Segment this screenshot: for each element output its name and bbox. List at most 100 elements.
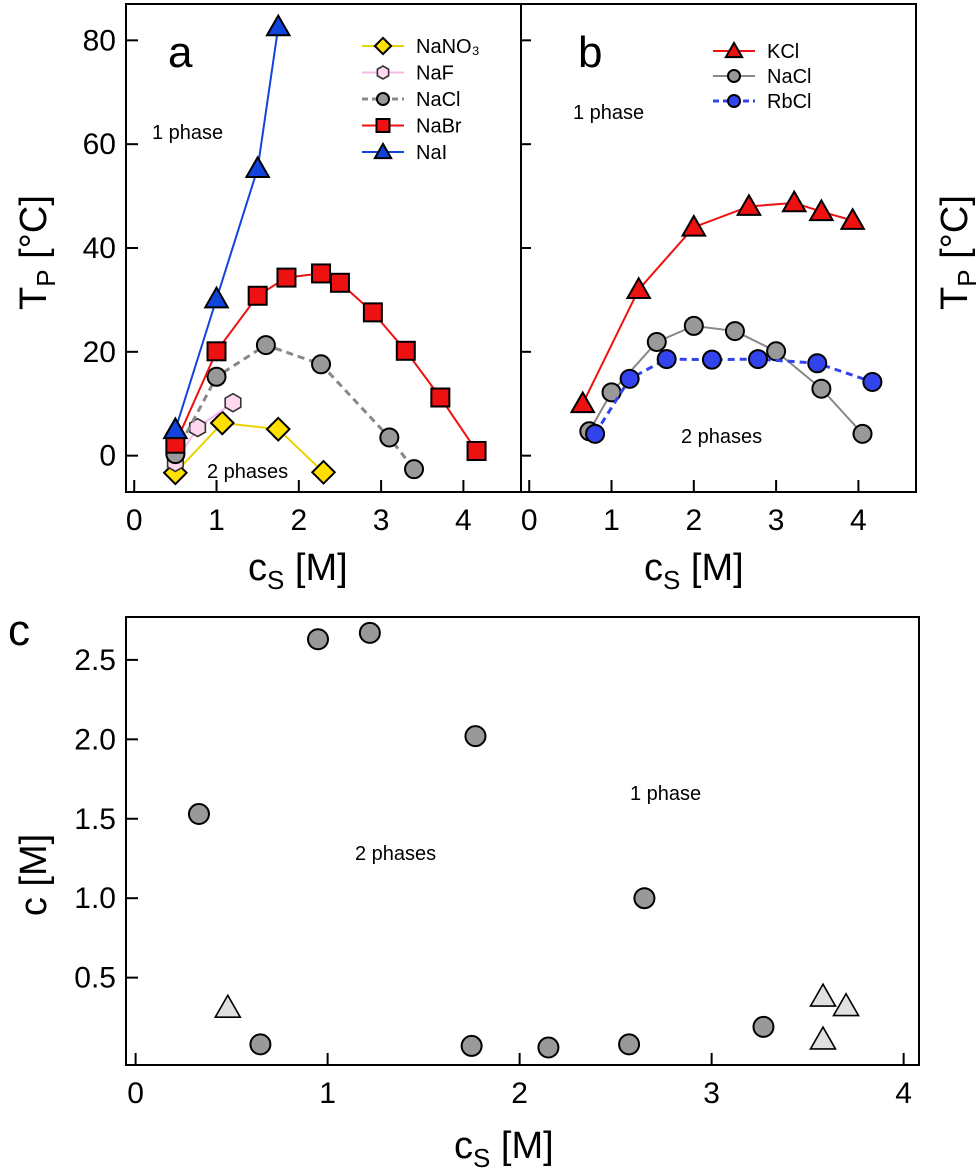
- cs-main: c: [454, 1125, 473, 1167]
- panel-a-legend: NaNO₃ NaF NaCl NaBr NaI: [362, 36, 480, 164]
- a-nabr-point: [311, 263, 332, 284]
- panel-a-series: [162, 13, 487, 486]
- b-nacl-point: [724, 321, 745, 342]
- panel-b-x-axis-title: cS [M]: [644, 547, 744, 595]
- a-nacl-line: [174, 343, 416, 471]
- a-y-tick-label: 40: [83, 232, 116, 265]
- a-y-tick-label: 20: [83, 336, 116, 369]
- b-nacl-point: [811, 378, 832, 399]
- a-nabr-point: [362, 302, 383, 323]
- b-series-rbcl: [585, 349, 883, 444]
- c-series-1-point: [358, 621, 381, 644]
- cs-sub: S: [663, 565, 680, 595]
- panel-a-two-phases-label: 2 phases: [207, 461, 288, 483]
- panel-c-series: [187, 621, 860, 1059]
- a-x-tick-label: 0: [126, 504, 143, 537]
- a-nacl-point: [206, 366, 227, 387]
- b-kcl-point: [680, 213, 707, 237]
- panel-c-ticks: 0 1 2 3 4 0.5 1.0 1.5 2.0 2.5: [74, 644, 912, 1110]
- b-series-nacl: [579, 315, 873, 444]
- b-legend-kcl-label: KCl: [767, 41, 799, 63]
- c-series-series-1: [187, 621, 775, 1059]
- b-x-tick-label: 0: [521, 504, 538, 537]
- a-legend-nacl-marker: [376, 92, 390, 106]
- a-nacl-point: [379, 427, 400, 448]
- a-nai-line: [174, 26, 280, 431]
- tp-unit: [°C]: [13, 195, 55, 269]
- a-legend-naf-marker: [376, 65, 390, 80]
- panel-a-y-axis-title: TP [°C]: [13, 195, 61, 310]
- c-y-tick-label: 1.5: [74, 803, 116, 836]
- c-series-1-point: [618, 1033, 641, 1056]
- b-x-tick-label: 3: [768, 504, 785, 537]
- b-nacl-point: [852, 423, 873, 444]
- c-y-tick-label: 2.5: [74, 644, 116, 677]
- c-series-2-point: [213, 993, 242, 1018]
- panel-b-ticks: 0 1 2 3 4: [521, 39, 867, 537]
- a-legend-naf-label: NaF: [416, 63, 454, 85]
- panel-a-x-axis-title: cS [M]: [248, 547, 348, 595]
- cs-unit: [M]: [680, 547, 743, 589]
- b-kcl-point: [569, 390, 596, 414]
- tp-sub: P: [31, 269, 61, 286]
- a-y-tick-label: 60: [83, 128, 116, 161]
- tp-main: T: [934, 287, 976, 310]
- a-legend-nano-marker: [373, 36, 393, 56]
- a-nano-point: [310, 459, 337, 485]
- a-legend-nai-marker: [373, 141, 393, 160]
- a-nano-line: [174, 421, 325, 474]
- cs-main: c: [644, 547, 663, 589]
- b-kcl-point: [808, 198, 835, 222]
- panel-c-two-phases-label: 2 phases: [355, 843, 436, 865]
- c-series-1-point: [752, 1015, 775, 1038]
- panel-b: 0 1 2 3 4 KCl NaCl RbCl b 1 phase 2 phases cS …: [521, 28, 980, 595]
- panel-c-letter: c: [8, 606, 30, 655]
- c-x-tick-label: 3: [703, 1077, 720, 1110]
- cs-unit: [M]: [284, 547, 347, 589]
- c-series-1-point: [249, 1033, 272, 1056]
- a-nabr-point: [329, 272, 350, 293]
- a-nacl-point: [255, 335, 276, 356]
- b-series-kcl: [569, 189, 866, 414]
- c-series-2-point: [809, 1025, 837, 1050]
- c-series-1-point: [464, 725, 487, 748]
- a-nabr-point: [466, 440, 487, 461]
- b-nacl-point: [766, 341, 787, 362]
- tp-main: T: [13, 287, 55, 310]
- panel-b-letter: b: [578, 28, 602, 77]
- panel-a-frame: [125, 3, 522, 493]
- c-series-2-point: [832, 992, 860, 1017]
- b-rbcl-point: [656, 349, 677, 370]
- a-nabr-point: [276, 267, 297, 288]
- a-legend-nabr-marker: [375, 118, 391, 133]
- a-series-nai: [162, 13, 292, 440]
- a-x-tick-label: 4: [455, 504, 472, 537]
- b-legend-kcl-marker: [724, 40, 744, 59]
- b-kcl-point: [839, 207, 866, 230]
- b-nacl-point: [646, 331, 667, 352]
- a-legend-nai-label: NaI: [416, 142, 447, 164]
- panel-b-series: [569, 189, 883, 444]
- a-nai-point: [265, 13, 292, 37]
- a-series-nabr: [165, 263, 487, 461]
- c-series-series-2: [213, 982, 860, 1050]
- c-series-1-point: [633, 887, 656, 910]
- panel-b-legend: KCl NaCl RbCl: [713, 40, 811, 113]
- b-rbcl-line: [593, 357, 873, 435]
- b-rbcl-point: [862, 371, 883, 392]
- c-y-tick-label: 0.5: [74, 962, 116, 995]
- a-series-nacl: [165, 335, 425, 480]
- b-legend-nacl-label: NaCl: [767, 66, 811, 88]
- b-nacl-point: [683, 315, 704, 336]
- a-legend-nano-label: NaNO₃: [416, 36, 480, 58]
- a-nabr-point: [206, 341, 227, 362]
- c-x-tick-label: 2: [511, 1077, 528, 1110]
- b-rbcl-point: [748, 349, 768, 370]
- a-nai-point: [203, 285, 230, 309]
- a-x-tick-label: 3: [373, 504, 390, 537]
- c-y-tick-label: 2.0: [74, 723, 116, 756]
- c-x-tick-label: 1: [319, 1077, 336, 1110]
- panel-b-two-phases-label: 2 phases: [681, 426, 762, 448]
